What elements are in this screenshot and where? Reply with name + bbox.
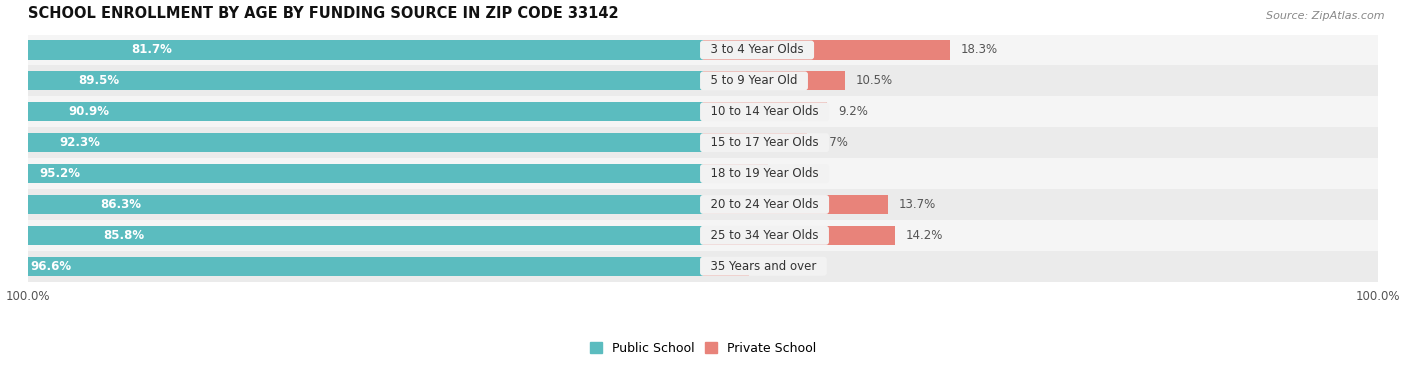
Bar (703, 257, 749, 276)
Text: 81.7%: 81.7% (131, 43, 172, 57)
Legend: Public School, Private School: Public School, Private School (585, 337, 821, 360)
Bar (703, 102, 827, 121)
Text: 90.9%: 90.9% (69, 105, 110, 118)
Text: 3.4%: 3.4% (759, 260, 789, 273)
Bar (28, 97, 1378, 127)
Bar (0, 226, 703, 245)
Bar (0, 71, 703, 90)
Text: 7.7%: 7.7% (818, 136, 848, 149)
Text: 85.8%: 85.8% (103, 229, 145, 242)
Text: 18 to 19 Year Olds: 18 to 19 Year Olds (703, 167, 827, 180)
Bar (0, 164, 703, 183)
Text: 25 to 34 Year Olds: 25 to 34 Year Olds (703, 229, 825, 242)
Text: 95.2%: 95.2% (39, 167, 80, 180)
Text: 15 to 17 Year Olds: 15 to 17 Year Olds (703, 136, 827, 149)
Text: 18.3%: 18.3% (960, 43, 998, 57)
Bar (28, 66, 1378, 97)
Bar (28, 251, 1378, 282)
Bar (0, 133, 703, 152)
Bar (28, 189, 1378, 220)
Bar (0, 40, 703, 60)
Bar (28, 220, 1378, 251)
Text: 9.2%: 9.2% (838, 105, 868, 118)
Text: 96.6%: 96.6% (30, 260, 72, 273)
Text: SCHOOL ENROLLMENT BY AGE BY FUNDING SOURCE IN ZIP CODE 33142: SCHOOL ENROLLMENT BY AGE BY FUNDING SOUR… (28, 6, 619, 21)
Bar (0, 257, 703, 276)
Bar (0, 195, 703, 214)
Bar (703, 164, 768, 183)
Bar (28, 158, 1378, 189)
Bar (28, 127, 1378, 158)
Text: 10 to 14 Year Olds: 10 to 14 Year Olds (703, 105, 827, 118)
Text: 13.7%: 13.7% (898, 198, 936, 211)
Bar (703, 195, 889, 214)
Text: 20 to 24 Year Olds: 20 to 24 Year Olds (703, 198, 827, 211)
Text: 86.3%: 86.3% (100, 198, 141, 211)
Text: 14.2%: 14.2% (905, 229, 943, 242)
Bar (703, 226, 894, 245)
Bar (703, 40, 950, 60)
Text: Source: ZipAtlas.com: Source: ZipAtlas.com (1267, 11, 1385, 21)
Bar (703, 133, 807, 152)
Text: 10.5%: 10.5% (856, 74, 893, 87)
Text: 89.5%: 89.5% (79, 74, 120, 87)
Text: 92.3%: 92.3% (59, 136, 100, 149)
Bar (703, 71, 845, 90)
Text: 35 Years and over: 35 Years and over (703, 260, 824, 273)
Bar (0, 102, 703, 121)
Text: 3 to 4 Year Olds: 3 to 4 Year Olds (703, 43, 811, 57)
Text: 4.8%: 4.8% (779, 167, 808, 180)
Bar (28, 35, 1378, 66)
Text: 5 to 9 Year Old: 5 to 9 Year Old (703, 74, 806, 87)
